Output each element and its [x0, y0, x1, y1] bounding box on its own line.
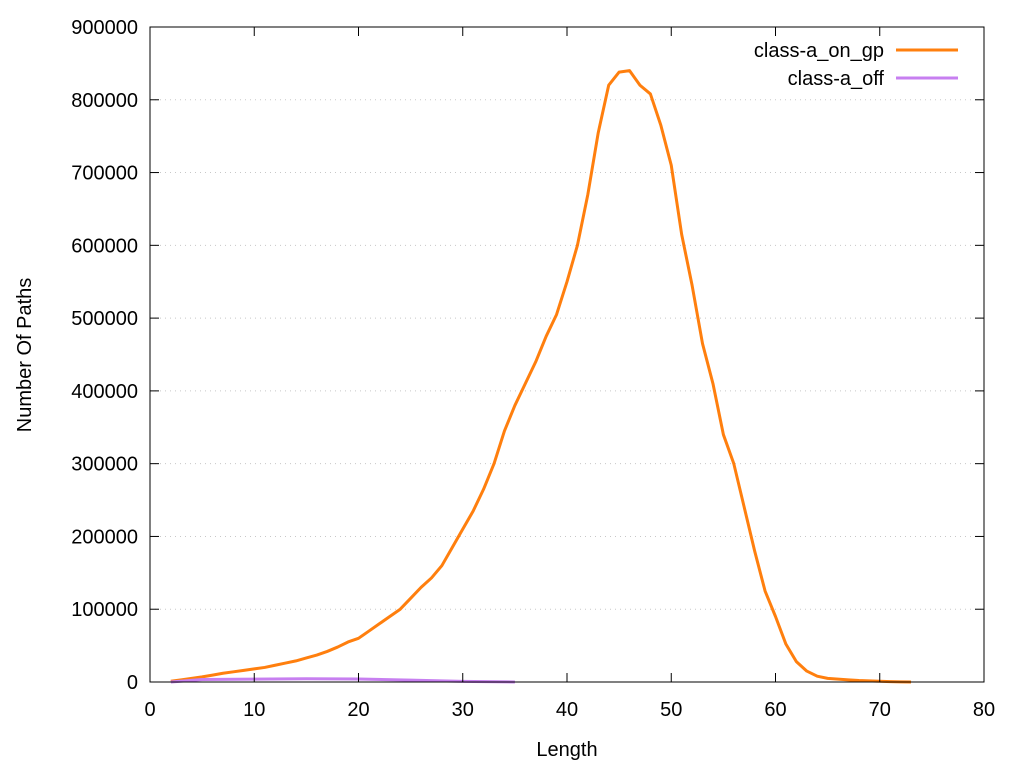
y-axis-title: Number Of Paths	[14, 278, 36, 433]
x-tick-label: 0	[144, 699, 155, 721]
y-tick-label: 200000	[71, 526, 138, 548]
y-tick-label: 800000	[71, 90, 138, 112]
x-tick-label: 70	[869, 699, 891, 721]
x-tick-label: 80	[973, 699, 995, 721]
x-tick-label: 30	[452, 699, 474, 721]
x-axis-title: Length	[536, 739, 597, 761]
y-tick-label: 300000	[71, 454, 138, 476]
y-tick-label: 600000	[71, 235, 138, 257]
plot-frame	[149, 26, 985, 683]
series-line-class-a_off	[170, 677, 515, 684]
y-tick-label: 400000	[71, 381, 138, 403]
x-tick-label: 10	[243, 699, 265, 721]
y-tick-label: 100000	[71, 599, 138, 621]
legend: class-a_on_gp class-a_off	[754, 40, 958, 90]
x-tick-label: 50	[660, 699, 682, 721]
y-tick-label: 0	[127, 672, 138, 694]
series-line-class-a_on_gp	[170, 69, 912, 684]
legend-label: class-a_on_gp	[754, 40, 884, 62]
legend-label: class-a_off	[788, 68, 885, 90]
y-tick-label: 500000	[71, 308, 138, 330]
y-tick-label: 700000	[71, 163, 138, 185]
x-tick-label: 20	[347, 699, 369, 721]
x-tick-label: 60	[764, 699, 786, 721]
y-tick-label: 900000	[71, 17, 138, 39]
tick-layer: 0100000200000300000400000500000600000700…	[71, 17, 995, 721]
series-layer	[170, 69, 912, 684]
grid-layer	[150, 99, 984, 610]
x-tick-label: 40	[556, 699, 578, 721]
